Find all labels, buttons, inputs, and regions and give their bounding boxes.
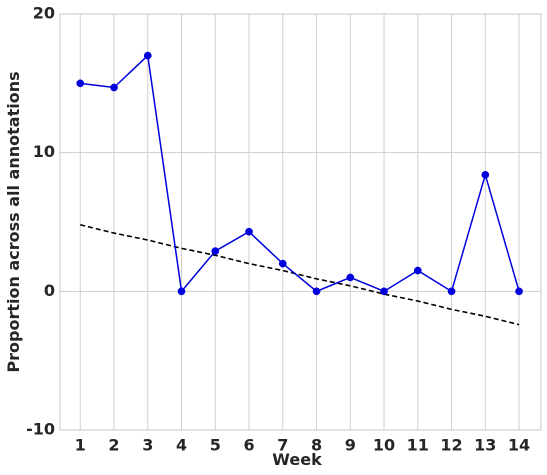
x-tick-label: 7 (277, 436, 288, 455)
x-tick-label: 6 (243, 436, 254, 455)
data-point (177, 287, 186, 296)
x-tick-label: 8 (311, 436, 322, 455)
data-point (413, 266, 422, 275)
x-tick-label: 1 (75, 436, 86, 455)
data-point (481, 171, 490, 179)
series-line (80, 54, 520, 294)
y-tick-label: 0 (44, 281, 55, 300)
data-point (312, 287, 321, 296)
data-point (211, 247, 220, 255)
x-tick-label: 12 (440, 436, 462, 455)
y-tick-label: 10 (33, 142, 55, 161)
x-tick-label: 14 (508, 436, 530, 455)
y-axis-title: Proportion across all annotations (4, 71, 23, 372)
x-tick-label: 11 (407, 436, 429, 455)
x-tick-label: 2 (108, 436, 119, 455)
data-point (76, 79, 85, 88)
x-tick-label: 10 (373, 436, 395, 455)
data-point (110, 83, 118, 92)
data-point (447, 287, 456, 296)
y-tick-label: 20 (33, 4, 55, 23)
x-tick-label: 3 (142, 436, 153, 455)
data-point (143, 51, 152, 60)
data-point (245, 227, 253, 236)
x-axis-title: Week (272, 450, 322, 469)
x-tick-label: 5 (210, 436, 221, 455)
data-point (380, 287, 388, 296)
data-point (515, 287, 523, 296)
trend-line (80, 223, 520, 326)
x-tick-label: 13 (474, 436, 496, 455)
plot-frame (59, 13, 542, 431)
y-tick-label: -10 (26, 420, 55, 439)
series-layer (76, 51, 523, 326)
x-tick-label: 9 (345, 436, 356, 455)
plot-background (60, 14, 541, 430)
x-tick-label: 4 (176, 436, 187, 455)
data-point (278, 259, 287, 268)
data-point (346, 273, 355, 282)
